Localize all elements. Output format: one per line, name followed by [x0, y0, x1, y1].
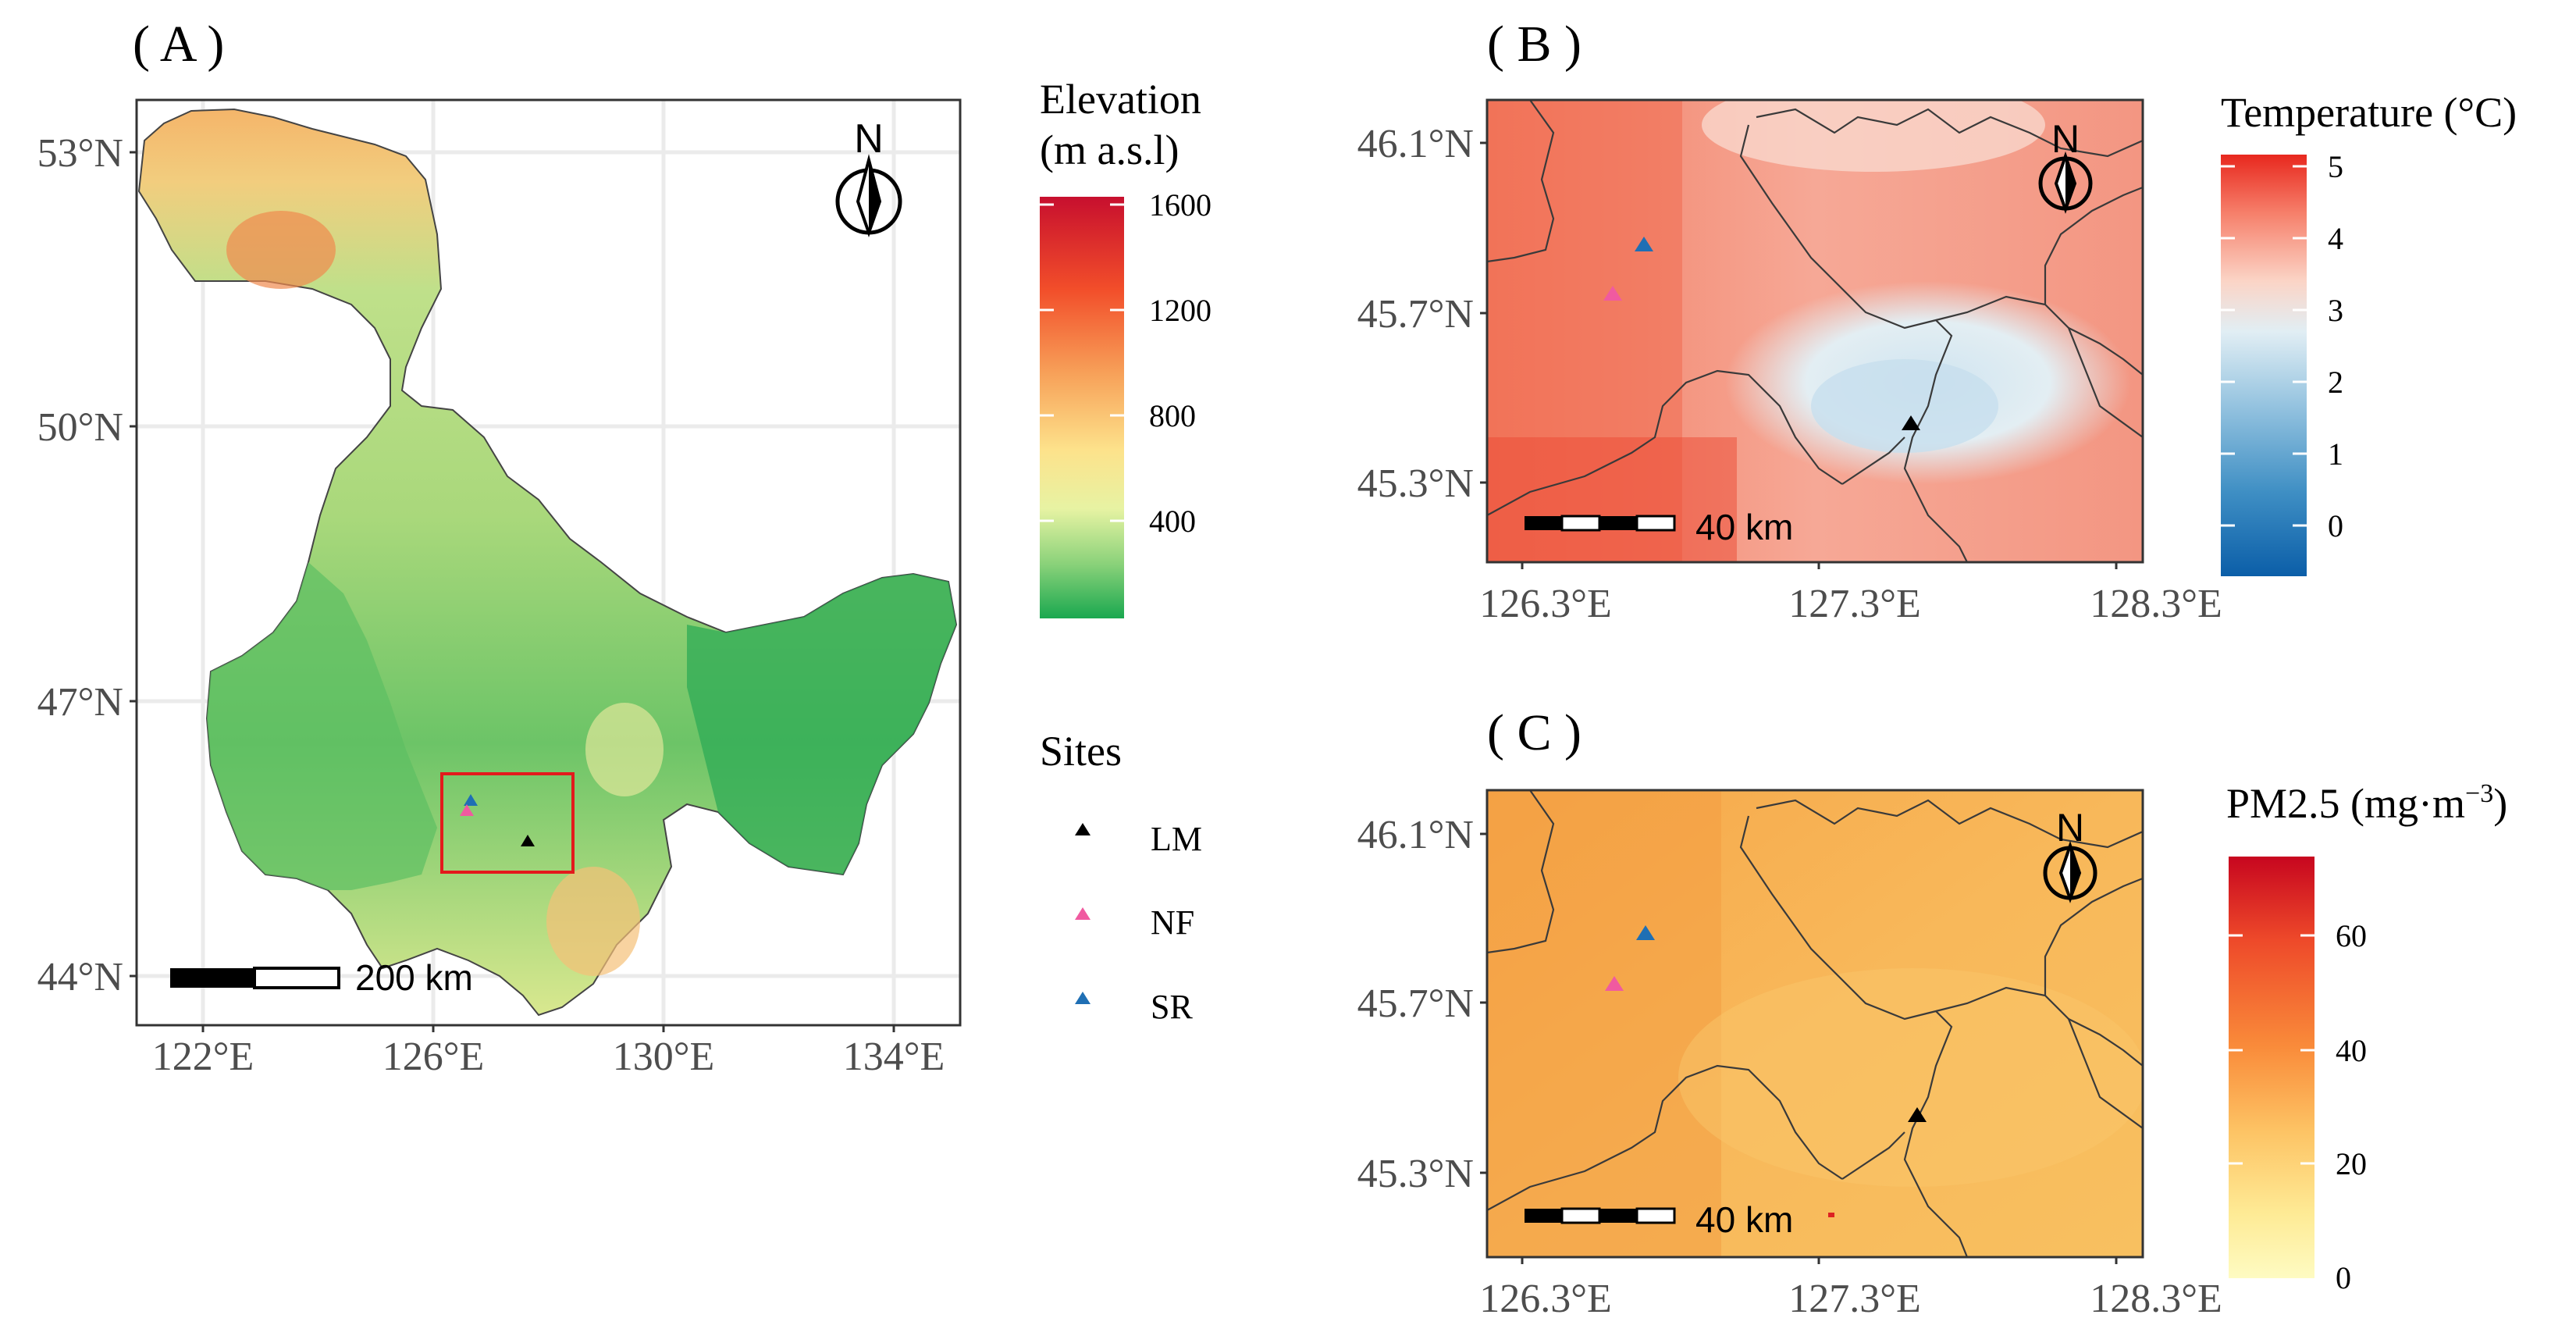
lon-label: 128.3°E	[2090, 1277, 2222, 1321]
panel-c-frame	[1485, 789, 2144, 1259]
legend-nf-label: NF	[1151, 903, 1194, 942]
panel-c-lat-labels: 46.1°N 45.7°N 45.3°N	[1357, 813, 1487, 1196]
scale-label: 40 km	[1695, 507, 1793, 547]
legend-sr-label: SR	[1151, 988, 1193, 1026]
scale-label: 200 km	[355, 957, 473, 998]
legend-lm-label: LM	[1151, 820, 1202, 858]
panel-a-lat-labels: 53°N 50°N 47°N 44°N	[37, 131, 137, 999]
site-sr-marker	[1635, 237, 1653, 251]
lon-label: 126.3°E	[1479, 582, 1612, 626]
study-area-box	[440, 772, 575, 874]
panel-b-lat-labels: 46.1°N 45.7°N 45.3°N	[1357, 122, 1487, 506]
pm25-tick: 20	[2336, 1146, 2367, 1181]
elevation-tick: 800	[1149, 398, 1196, 433]
temperature-tick: 0	[2328, 508, 2343, 543]
elevation-tick: 1200	[1149, 293, 1212, 328]
lat-label: 47°N	[37, 680, 123, 725]
elevation-legend: Elevation (m a.s.l) 1600 1200 800 400	[1040, 76, 1212, 618]
cool-zone-north	[1702, 100, 2045, 172]
elevation-legend-title: Elevation	[1040, 76, 1201, 123]
admin-boundaries	[1487, 790, 2143, 1257]
panel-c-lon-labels: 126.3°E 127.3°E 128.3°E	[1479, 1257, 2222, 1321]
site-sr-marker	[1636, 925, 1655, 940]
pm25-tick: 60	[2336, 918, 2367, 953]
panel-b-frame	[1485, 98, 2144, 564]
lat-label: 45.7°N	[1357, 981, 1474, 1026]
lon-label: 134°E	[843, 1035, 945, 1079]
lat-label: 53°N	[37, 131, 123, 176]
northern-highland	[226, 211, 336, 289]
panel-a-scale-bar: 200 km	[170, 957, 473, 998]
temperature-tick: 3	[2328, 293, 2343, 328]
admin-boundaries	[1487, 100, 2143, 562]
lat-label: 45.3°N	[1357, 461, 1474, 506]
sites-legend-title: Sites	[1040, 728, 1122, 775]
panel-b-scale-bar: 40 km	[1525, 507, 1793, 547]
lat-label: 45.3°N	[1357, 1152, 1474, 1196]
lat-label: 44°N	[37, 955, 123, 999]
elevation-colorbar	[1040, 197, 1124, 618]
lon-label: 128.3°E	[2090, 582, 2222, 626]
temperature-legend: Temperature (°C) 5 4 3 2 1 0	[2221, 89, 2517, 576]
pm-high-zone	[1487, 790, 1721, 1257]
pm25-tick: 40	[2336, 1033, 2367, 1068]
panel-a-frame	[135, 98, 962, 1027]
site-nf-marker	[460, 804, 474, 816]
central-highland	[585, 703, 664, 796]
site-lm-marker	[1902, 415, 1920, 430]
lon-label: 130°E	[613, 1035, 715, 1079]
pm25-legend-title: PM2.5 (mg·m−3)	[2226, 779, 2507, 827]
panel-b-north-arrow: N	[2038, 117, 2093, 214]
cool-core	[1811, 359, 1998, 453]
lat-label: 50°N	[37, 405, 123, 450]
panel-a-lon-labels: 122°E 126°E 130°E 134°E	[152, 1025, 945, 1079]
pm-low-zone	[1678, 968, 2143, 1187]
temperature-tick: 2	[2328, 365, 2343, 400]
pm25-legend: PM2.5 (mg·m−3) 60 40 20 0	[2226, 779, 2507, 1295]
legend-nf-marker	[1075, 907, 1091, 920]
panel-b-label: ( B )	[1487, 16, 1582, 73]
site-nf-marker	[1605, 976, 1624, 991]
panel-c-north-arrow: N	[2043, 806, 2097, 903]
panel-c-scale-bar: 40 km	[1525, 1199, 1793, 1240]
panel-b-lon-labels: 126.3°E 127.3°E 128.3°E	[1479, 562, 2222, 626]
lon-label: 126.3°E	[1479, 1277, 1612, 1321]
site-lm-marker	[1908, 1107, 1927, 1122]
elevation-tick: 400	[1149, 504, 1196, 539]
eastern-lowland	[687, 574, 956, 875]
panel-c: ( C ) N	[1357, 704, 2222, 1321]
site-sr-marker	[464, 794, 478, 806]
lon-label: 127.3°E	[1788, 582, 1921, 626]
temperature-tick: 1	[2328, 436, 2343, 472]
scale-label: 40 km	[1695, 1199, 1793, 1240]
site-lm-marker	[521, 835, 535, 846]
panel-a-label: ( A )	[133, 16, 224, 73]
panel-b: ( B ) N	[1357, 16, 2222, 626]
elevation-tick: 1600	[1149, 187, 1212, 223]
legend-sr-marker	[1075, 992, 1091, 1004]
lat-label: 45.7°N	[1357, 292, 1474, 337]
temperature-colorbar	[2221, 155, 2307, 576]
panel-c-label: ( C )	[1487, 704, 1582, 761]
lon-label: 126°E	[382, 1035, 485, 1079]
sites-legend: Sites LM NF SR	[1040, 728, 1202, 1026]
western-plain	[207, 562, 437, 890]
pm25-colorbar	[2229, 857, 2314, 1278]
pm-hotspot	[1828, 1213, 1834, 1217]
temperature-tick: 5	[2328, 149, 2343, 184]
warm-zone-south	[1487, 437, 1737, 562]
panel-a-north-arrow: N	[835, 116, 902, 238]
site-nf-marker	[1603, 286, 1622, 301]
lat-label: 46.1°N	[1357, 122, 1474, 166]
lat-label: 46.1°N	[1357, 813, 1474, 857]
southern-highland	[546, 867, 640, 976]
legend-lm-marker	[1075, 823, 1091, 835]
lon-label: 122°E	[152, 1035, 254, 1079]
temperature-tick: 4	[2328, 221, 2343, 256]
lon-label: 127.3°E	[1788, 1277, 1921, 1321]
panel-a: ( A ) N	[37, 16, 962, 1079]
elevation-legend-unit: (m a.s.l)	[1040, 126, 1179, 173]
pm25-tick: 0	[2336, 1260, 2351, 1295]
temperature-legend-title: Temperature (°C)	[2221, 89, 2517, 136]
